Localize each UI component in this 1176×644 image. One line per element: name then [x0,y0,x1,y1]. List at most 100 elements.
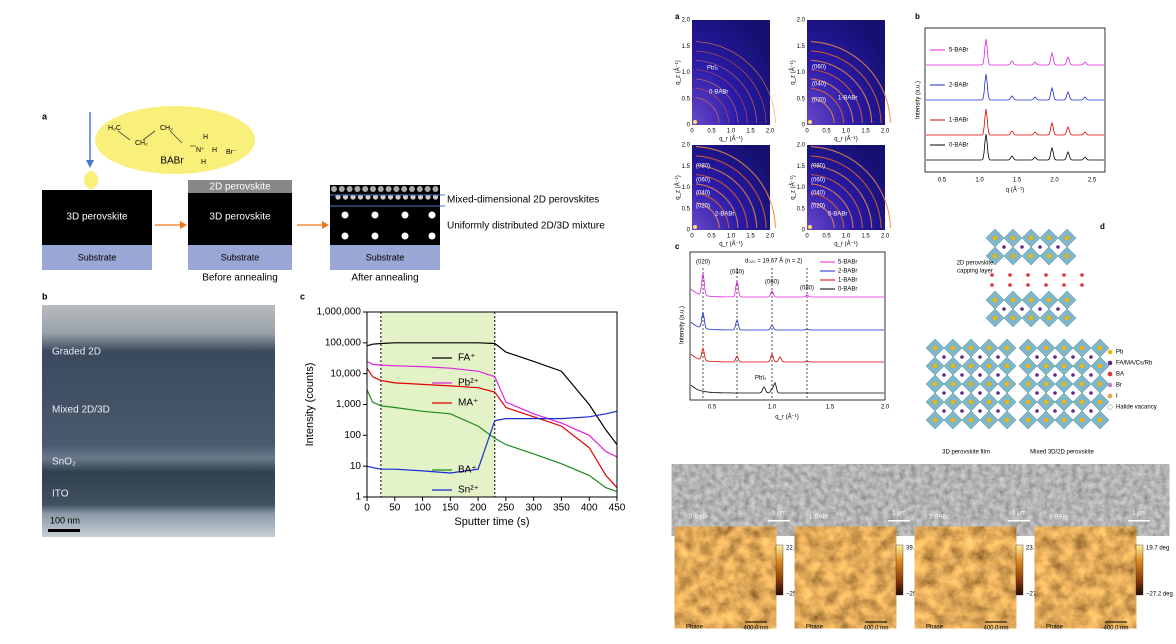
molecule-group: H₃C [108,125,121,132]
legend-marker [1107,371,1113,377]
x-tick-label: 0.5 [707,129,716,135]
beam-spot [693,225,697,229]
2d-grain [335,194,341,200]
legend-label: FA⁺ [458,353,476,364]
channel-label: Phase [926,625,944,631]
pb-atom [1061,363,1067,369]
peak-label: (020) [812,98,826,104]
a-cation [1089,373,1093,377]
x-axis-label: q_r (Å⁻¹) [719,136,743,143]
mixture-dot [341,211,349,219]
sample-label: 5-BABr [828,212,847,218]
pb-atom [1004,363,1010,369]
diffraction-ring [810,87,845,124]
sample-label: 2-BABr [929,515,948,521]
mixture-dot [428,211,436,219]
layer-label: Substrate [78,252,117,262]
x-tick-label: 150 [442,503,459,514]
channel-label: Phase [1046,625,1064,631]
beam-spot [693,120,697,124]
x-tick-label: 2.0 [881,129,890,135]
pb-atom [986,381,992,387]
a-cation [1002,245,1006,249]
panel-label: a [42,111,48,121]
x-axis-label: q (Å⁻¹) [1006,187,1024,194]
y-axis-label: Intensity (a.u.) [680,306,686,344]
scale-bar [888,520,910,522]
pb-atom [968,345,974,351]
x-tick-label: 1.5 [861,234,870,240]
legend-label: 2-BABr [949,83,968,89]
y-tick-label: 0.5 [797,96,806,102]
color-bar [895,544,904,596]
pb-atom [1028,235,1034,241]
pb-atom [968,399,974,405]
pb-atom [1064,297,1070,303]
pb-atom [986,417,992,423]
a-cation [1053,373,1057,377]
2d-grain [377,186,384,192]
sample-label: 0-BABr [709,90,728,96]
pb-atom [950,417,956,423]
y-tick-label: 1.5 [797,44,806,50]
x-tick-label: 1.0 [768,405,777,411]
2d-grain [432,194,439,200]
diffraction-ring [810,50,882,124]
panel-label: c [675,242,680,251]
legend-label: Sn²⁺ [458,485,479,496]
y-tick-label: 0.5 [682,206,691,212]
diffraction-ring [695,78,739,124]
scale-bar [1008,520,1030,522]
scale-bar-label: 1 μm [772,511,785,517]
y-axis-label: Intensity (counts) [304,363,316,447]
2d-grain [432,186,439,192]
pb-atom [1064,235,1070,241]
layer-label: 2D perovskite [209,182,271,193]
a-cation [1035,355,1039,359]
diffraction-ring [695,164,758,229]
a-cation [1071,373,1075,377]
y-tick-label: 1,000 [336,399,361,410]
x-tick-label: 1.0 [842,234,851,240]
pb-atom [986,345,992,351]
mixture-dot [371,232,379,240]
2d-grain [362,186,369,192]
y-axis-label: q_z (Å⁻¹) [675,60,682,85]
legend-label: BA [1116,372,1124,378]
pb-atom [1004,399,1010,405]
legend-marker [1107,349,1113,355]
diffraction-ring [810,97,835,124]
legend-marker [1107,393,1113,399]
y-tick-label: 2.0 [682,18,691,24]
a-cation [960,373,964,377]
ba-cation [990,273,994,277]
legend-marker [1107,382,1113,388]
pb-atom [1097,417,1103,423]
x-tick-label: 2.0 [881,405,890,411]
pb-atom [1097,363,1103,369]
ba-cation [1008,273,1012,277]
x-tick-label: 1.0 [727,129,736,135]
pb-atom [1010,297,1016,303]
pb-atom [1097,399,1103,405]
ba-cation [1026,273,1030,277]
structure-label: 3D perovskite film [942,450,990,456]
y-tick-label: 0 [687,123,691,129]
diffraction-ring [810,202,835,229]
panel-label: c [300,291,305,301]
pb-atom [1028,253,1034,259]
color-bar-max: 22.8 deg [786,546,809,552]
pb-atom [1025,399,1031,405]
series-line [366,360,618,458]
2d-grain [370,186,376,192]
xrd-curve [926,38,1104,66]
panel-label: b [915,12,920,21]
y-axis-label: q_z (Å⁻¹) [790,175,797,200]
x-axis-label: q_r (Å⁻¹) [834,136,858,143]
y-tick-label: 2.0 [797,18,806,24]
pb-atom [932,399,938,405]
x-tick-label: 0.5 [707,234,716,240]
pb-atom [986,399,992,405]
annotation: d₀₂₀ = 19.67 Å (n = 2) [745,258,802,265]
2d-grain [401,186,408,192]
